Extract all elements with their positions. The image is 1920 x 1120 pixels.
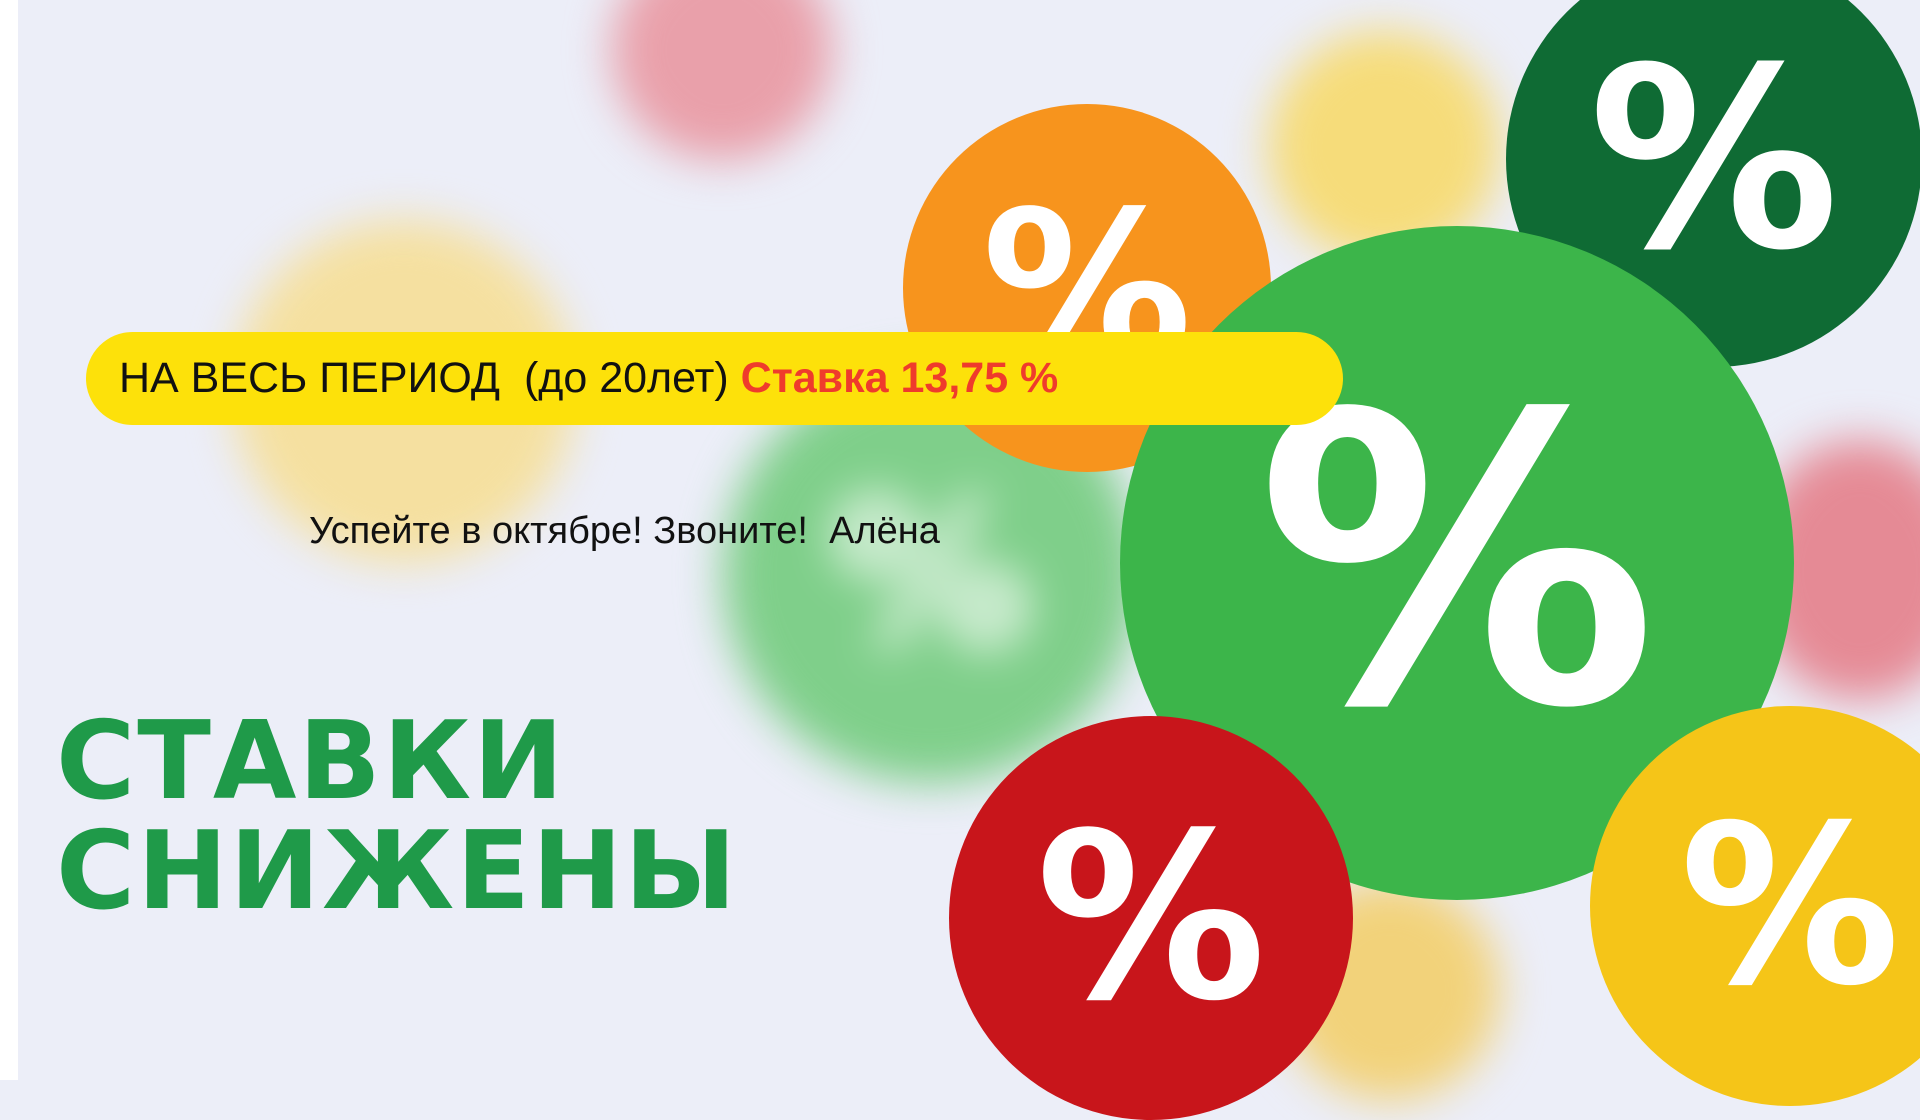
percent-icon: %: [1035, 784, 1267, 1052]
rate-text: Ставка 13,75 %: [740, 354, 1059, 402]
yellow-percent-circle: %: [1590, 706, 1920, 1106]
rate-banner: НА ВЕСЬ ПЕРИОД (до 20лет) Ставка 13,75 %: [86, 332, 1343, 425]
period-text: НА ВЕСЬ ПЕРИОД (до 20лет): [119, 354, 729, 402]
left-margin: [0, 0, 18, 1080]
blurred-yellow-circle: [1268, 31, 1500, 263]
percent-icon: %: [830, 458, 1032, 692]
blurred-green-circle: %: [723, 367, 1139, 783]
red-percent-circle: %: [949, 716, 1353, 1120]
blurred-pink-circle: [612, 0, 832, 160]
headline-line1: СТАВКИ: [56, 699, 566, 824]
percent-icon: %: [1588, 13, 1840, 305]
percent-icon: %: [1679, 778, 1901, 1034]
subtitle: Успейте в октябре! Звоните! Алёна: [309, 510, 940, 552]
headline-line2: СНИЖЕНЫ: [56, 809, 739, 934]
